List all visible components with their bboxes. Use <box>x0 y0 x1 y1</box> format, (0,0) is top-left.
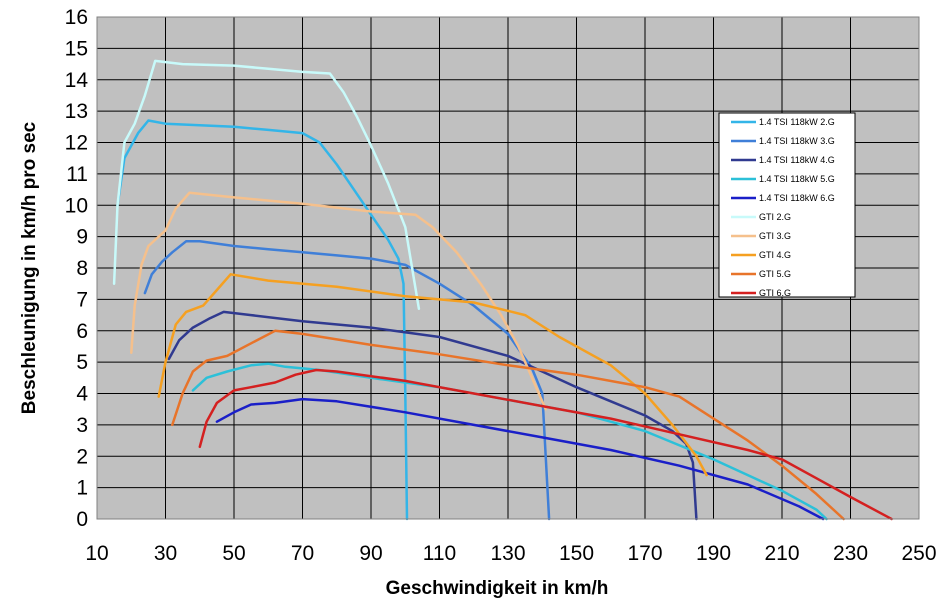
y-tick-label: 1 <box>76 477 88 500</box>
legend-label: 1.4 TSI 118kW 5.G <box>759 174 835 184</box>
y-tick-label: 7 <box>76 288 88 311</box>
series-line-7 <box>130 191 547 411</box>
y-tick-label: 9 <box>76 226 88 249</box>
series-line-5 <box>215 397 825 521</box>
series-line-6 <box>112 59 421 311</box>
legend-label: 1.4 TSI 118kW 6.G <box>759 193 835 203</box>
series-group <box>112 59 893 521</box>
legend-label: 1.4 TSI 118kW 4.G <box>759 155 835 165</box>
x-tick-label: 90 <box>359 542 382 565</box>
series-line-8 <box>157 273 708 477</box>
x-tick-label: 170 <box>627 542 662 565</box>
series-line-10 <box>198 368 893 521</box>
y-tick-label: 15 <box>65 37 88 60</box>
y-tick-label: 11 <box>66 163 88 186</box>
y-tick-label: 3 <box>76 414 88 437</box>
x-tick-label: 210 <box>764 542 799 565</box>
x-tick-label: 130 <box>490 542 525 565</box>
y-tick-label: 16 <box>65 6 88 29</box>
y-tick-label: 14 <box>65 69 89 92</box>
legend-label: GTI 6.G <box>759 288 791 298</box>
legend-label: GTI 3.G <box>759 231 791 241</box>
y-tick-label: 4 <box>76 383 88 406</box>
x-tick-label: 110 <box>423 542 456 565</box>
legend-label: GTI 4.G <box>759 250 791 260</box>
y-tick-label: 10 <box>65 194 88 217</box>
x-tick-label: 70 <box>291 542 314 565</box>
x-axis-title: Geschwindigkeit in km/h <box>386 578 609 599</box>
x-tick-label: 230 <box>833 542 868 565</box>
x-tick-label: 250 <box>901 542 936 565</box>
x-tick-labels: 10 30 50 70 90 110 130 150 170 190 210 230 250 <box>85 542 936 565</box>
legend-label: 1.4 TSI 118kW 3.G <box>759 136 835 146</box>
x-tick-label: 50 <box>222 542 245 565</box>
x-tick-label: 30 <box>154 542 177 565</box>
y-tick-label: 8 <box>76 257 88 280</box>
legend-label: GTI 5.G <box>759 269 791 279</box>
y-tick-label: 0 <box>76 508 88 531</box>
x-tick-label: 150 <box>559 542 594 565</box>
series-line-9 <box>171 329 845 521</box>
y-tick-label: 2 <box>76 445 88 468</box>
y-axis-title: Beschleunigung in km/h pro sec <box>19 121 40 414</box>
x-tick-label: 190 <box>696 542 731 565</box>
legend-box <box>718 112 856 298</box>
y-tick-label: 12 <box>65 132 88 155</box>
x-tick-label: 10 <box>85 542 108 565</box>
legend-label: 1.4 TSI 118kW 2.G <box>759 117 835 127</box>
plot-border <box>96 16 920 520</box>
y-tick-label: 6 <box>76 320 88 343</box>
y-tick-label: 13 <box>65 100 88 123</box>
series-line-3 <box>167 310 698 521</box>
legend-label: GTI 2.G <box>759 212 791 222</box>
y-tick-label: 5 <box>76 351 88 374</box>
legend: 1.4 TSI 118kW 2.G 1.4 TSI 118kW 3.G 1.4 TS… <box>718 112 856 298</box>
